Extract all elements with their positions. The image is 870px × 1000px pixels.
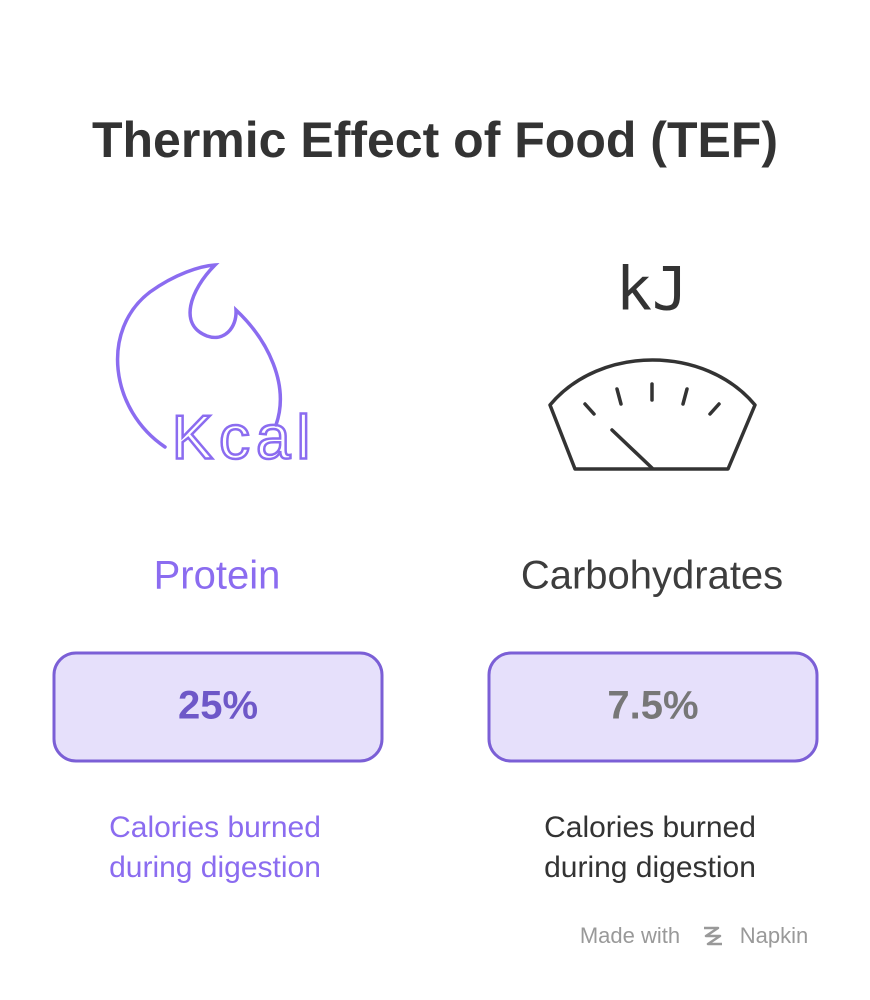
- napkin-logo: [704, 926, 722, 946]
- item-value: 7.5%: [607, 684, 698, 728]
- item-description: during digestion: [109, 851, 321, 884]
- flame-icon: [115, 262, 282, 449]
- icon-text: Kcal: [172, 403, 317, 472]
- item-description: during digestion: [544, 851, 756, 884]
- item-label: Protein: [154, 554, 281, 598]
- title: Thermic Effect of Food (TEF): [92, 112, 778, 168]
- item-label: Carbohydrates: [521, 554, 783, 598]
- value-box: [487, 651, 819, 763]
- icon-text: kJ: [616, 255, 688, 325]
- item-value: 25%: [178, 684, 258, 728]
- item-description: Calories burned: [544, 811, 756, 844]
- gauge-icon: [548, 358, 757, 471]
- value-box: [52, 651, 384, 763]
- footer-prefix: Made with: [580, 923, 680, 948]
- item-description: Calories burned: [109, 811, 321, 844]
- footer-brand: Napkin: [740, 923, 808, 948]
